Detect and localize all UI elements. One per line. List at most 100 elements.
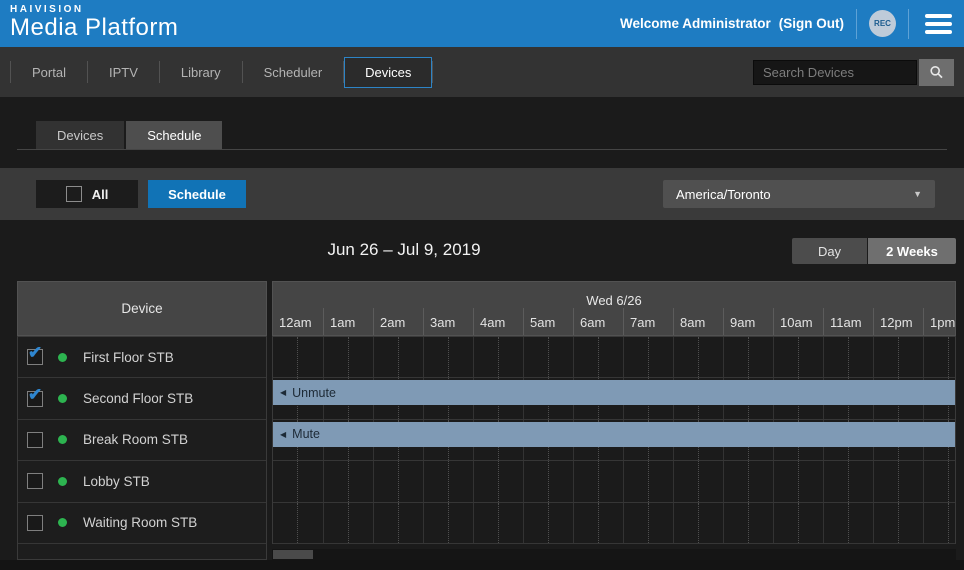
bottom-strip	[0, 560, 964, 570]
hour-label: 6am	[573, 308, 623, 335]
timeline-cell	[673, 502, 723, 544]
day-view-button[interactable]: Day	[792, 238, 867, 264]
nav-divider	[432, 61, 434, 83]
timeline-cell	[723, 502, 773, 544]
device-row[interactable]: ✔ Second Floor STB	[18, 378, 266, 420]
timeline-cell	[623, 502, 673, 544]
device-search	[753, 58, 954, 86]
select-all-checkbox[interactable]	[65, 186, 82, 202]
nav-item-portal[interactable]: Portal	[32, 64, 66, 80]
timezone-value: America/Toronto	[676, 186, 771, 202]
timeline-cell	[673, 461, 723, 502]
timeline-cell	[323, 502, 373, 544]
chevron-down-icon: ▼	[913, 189, 922, 199]
device-row[interactable]: Waiting Room STB	[18, 503, 266, 544]
select-all-control[interactable]: All	[36, 180, 138, 208]
device-checkbox[interactable]: ✔	[27, 385, 43, 407]
tabs-underline	[17, 149, 947, 150]
timeline-cell	[273, 502, 323, 544]
timeline-cell	[723, 337, 773, 378]
timeline-cell	[873, 461, 923, 502]
device-name: Second Floor STB	[83, 391, 194, 407]
event-continues-left-icon: ◀	[280, 388, 287, 398]
subtab-bar: Devices Schedule	[36, 121, 223, 149]
timeline-cell	[773, 502, 823, 544]
hamburger-menu-icon[interactable]	[921, 12, 956, 36]
select-all-label: All	[91, 186, 109, 202]
timeline-cell	[373, 461, 423, 502]
nav-item-library[interactable]: Library	[180, 64, 221, 80]
timeline-cell	[523, 502, 573, 544]
search-icon	[930, 65, 943, 78]
hour-label: 3am	[423, 308, 473, 335]
tab-schedule[interactable]: Schedule	[126, 121, 223, 149]
two-weeks-view-button[interactable]: 2 Weeks	[868, 238, 956, 264]
schedule-toolbar: All Schedule America/Toronto ▼	[0, 168, 964, 220]
device-name: Break Room STB	[83, 432, 189, 448]
hours-row: 12am 1am 2am 3am 4am 5am 6am 7am 8am 9am 10am 11am 1…	[273, 308, 955, 335]
device-row[interactable]: Break Room STB	[18, 420, 266, 462]
timeline-cell	[823, 502, 873, 544]
checkmark-icon: ✔	[28, 384, 43, 404]
timeline-cell	[823, 461, 873, 502]
header-divider	[908, 8, 909, 39]
timeline-row[interactable]: ◀ Mute	[273, 419, 955, 462]
nav-item-scheduler[interactable]: Scheduler	[263, 64, 323, 80]
device-rows: ✔ First Floor STB ✔ Second Floor STB Break R…	[18, 337, 266, 544]
device-name: Lobby STB	[83, 473, 150, 489]
nav-item-iptv[interactable]: IPTV	[108, 64, 138, 80]
search-button[interactable]	[919, 58, 954, 86]
hour-label: 2am	[373, 308, 423, 335]
device-checkbox[interactable]: ✔	[27, 343, 43, 366]
timeline-cell	[923, 337, 955, 378]
logo-brand-text: HAIVISION	[10, 4, 84, 15]
timeline-cell	[323, 337, 373, 378]
timeline-cell	[573, 502, 623, 544]
nav-divider	[241, 61, 243, 83]
schedule-event-bar[interactable]: ◀ Mute	[273, 421, 955, 447]
timezone-dropdown[interactable]: America/Toronto ▼	[663, 180, 935, 208]
timeline-cell	[523, 337, 573, 378]
logo-product-text: Media Platform	[10, 14, 179, 41]
hour-label: 12am	[279, 315, 312, 330]
tab-devices[interactable]: Devices	[36, 121, 125, 149]
timeline-cell	[473, 461, 523, 502]
timeline-scrollbar-track[interactable]	[272, 549, 956, 560]
device-checkbox[interactable]	[27, 514, 43, 531]
hour-label: 9am	[723, 308, 773, 335]
nav-menu: Portal IPTV Library Scheduler Devices	[10, 56, 434, 88]
status-online-dot	[58, 352, 67, 362]
nav-item-devices[interactable]: Devices	[344, 56, 433, 88]
device-name: First Floor STB	[83, 349, 174, 365]
hour-label: 1am	[323, 308, 373, 335]
search-input[interactable]	[753, 59, 917, 85]
timeline-row[interactable]: ◀ Unmute	[273, 378, 955, 420]
device-row[interactable]: Lobby STB	[18, 461, 266, 503]
schedule-action-button[interactable]: Schedule	[148, 180, 246, 208]
schedule-event-bar[interactable]: ◀ Unmute	[273, 380, 955, 406]
event-label: Mute	[292, 427, 320, 442]
timeline-row[interactable]	[273, 461, 955, 503]
device-row[interactable]: ✔ First Floor STB	[18, 337, 266, 379]
timeline-cell	[623, 337, 673, 378]
hour-label: 12pm	[873, 308, 923, 335]
hour-label: 10am	[773, 308, 823, 335]
device-checkbox[interactable]	[27, 431, 43, 448]
timeline-cell	[923, 461, 955, 502]
timeline-cell	[873, 337, 923, 378]
timeline-row[interactable]	[273, 502, 955, 544]
timeline-cell	[923, 502, 955, 544]
rec-button[interactable]: REC	[869, 10, 896, 37]
date-range-title: Jun 26 – Jul 9, 2019	[327, 240, 481, 259]
device-checkbox[interactable]	[27, 473, 43, 490]
sign-out-link[interactable]: (Sign Out)	[778, 16, 844, 31]
timeline-row[interactable]	[273, 337, 955, 379]
timeline-scrollbar-thumb[interactable]	[273, 550, 313, 559]
haivision-logo: HAIVISION Media Platform	[10, 4, 178, 40]
hour-label: 8am	[673, 308, 723, 335]
header-divider	[856, 8, 857, 39]
timeline-cell	[623, 461, 673, 502]
timeline-cell	[423, 461, 473, 502]
timeline-cell	[473, 502, 523, 544]
